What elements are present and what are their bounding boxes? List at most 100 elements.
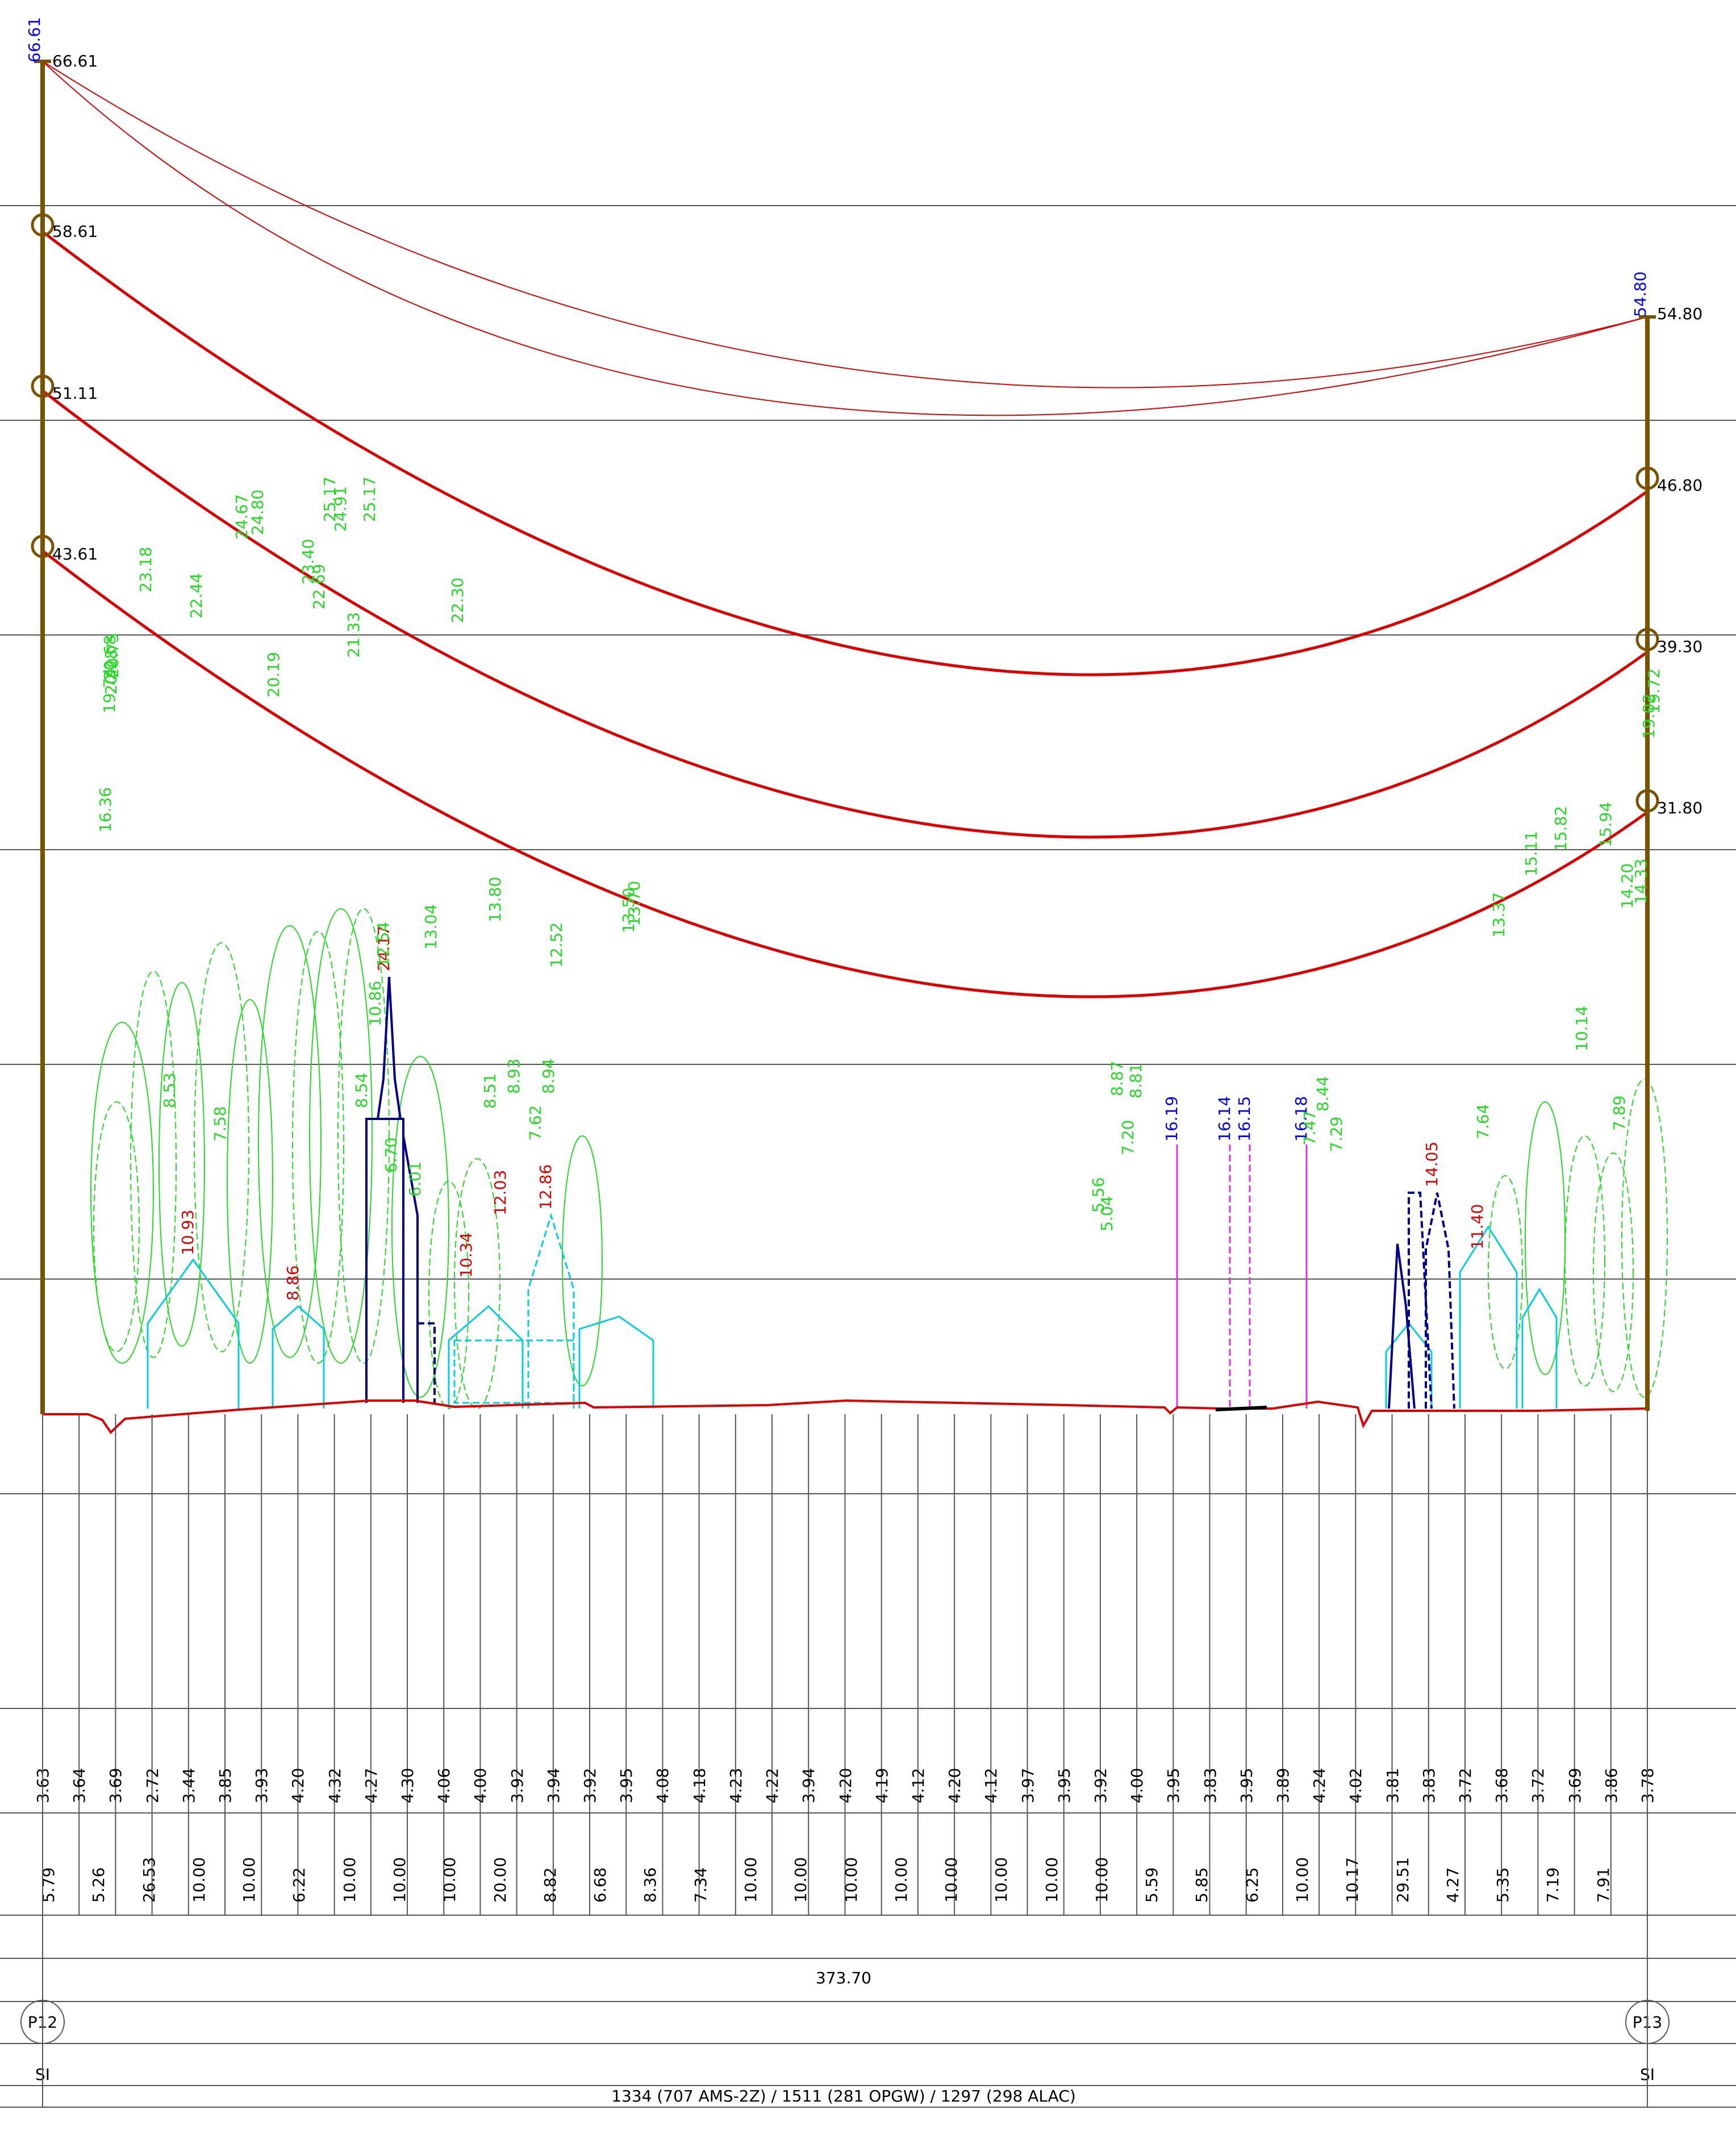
segment-distance: 7.19 bbox=[1543, 1867, 1562, 1903]
grid bbox=[0, 205, 1736, 2108]
vegetation-label: 15.11 bbox=[1522, 831, 1541, 876]
buildings bbox=[147, 1212, 1558, 1409]
vegetation-label: 7.89 bbox=[1610, 1096, 1629, 1131]
conductor-middle bbox=[41, 390, 1649, 839]
segment-distance: 10.00 bbox=[741, 1857, 760, 1903]
ground-elevation: 3.97 bbox=[1019, 1768, 1037, 1803]
vegetation-label: 8.51 bbox=[481, 1073, 499, 1109]
ground-elevation: 3.83 bbox=[1420, 1768, 1438, 1803]
ground-elevation: 4.02 bbox=[1346, 1768, 1365, 1803]
vegetation-label: 5.04 bbox=[1097, 1196, 1116, 1231]
ground-elevation: 4.00 bbox=[471, 1768, 490, 1803]
vegetation-label: 7.47 bbox=[1300, 1110, 1319, 1146]
ground-profile bbox=[43, 1399, 1648, 1435]
segment-distance: 6.68 bbox=[591, 1867, 610, 1903]
vegetation-label: 22.30 bbox=[448, 578, 467, 623]
station-ticks bbox=[42, 1414, 1648, 1915]
ground-elevation: 3.92 bbox=[581, 1768, 599, 1803]
vegetation-label: 24.80 bbox=[248, 490, 267, 535]
vegetation-label: 13.80 bbox=[486, 877, 504, 922]
ground-elevation: 4.12 bbox=[909, 1768, 928, 1803]
segment-distance: 20.00 bbox=[491, 1857, 510, 1903]
ground-elevation: 3.92 bbox=[1091, 1768, 1110, 1803]
ground-elevation: 3.95 bbox=[1164, 1768, 1183, 1803]
vegetation-label: 7.58 bbox=[211, 1106, 229, 1142]
ground-elevation: 3.64 bbox=[70, 1768, 89, 1803]
ground-elevation: 3.86 bbox=[1602, 1768, 1621, 1803]
vegetation-label: 8.44 bbox=[1313, 1076, 1332, 1112]
conductor-lower bbox=[41, 550, 1649, 998]
ground-black-segment bbox=[1215, 1406, 1267, 1411]
conductor-info: 1334 (707 AMS-2Z) / 1511 (281 OPGW) / 12… bbox=[611, 2087, 1076, 2105]
clearance-label: 10.93 bbox=[178, 1210, 197, 1255]
ground-elevation: 3.72 bbox=[1456, 1768, 1475, 1803]
segment-distance: 7.34 bbox=[691, 1867, 710, 1903]
ground-elevation: 3.94 bbox=[544, 1768, 563, 1803]
segment-distance: 7.91 bbox=[1594, 1867, 1613, 1903]
segment-distance: 10.00 bbox=[190, 1857, 208, 1903]
vegetation-label: 8.54 bbox=[352, 1073, 371, 1108]
ground-elevation: 3.92 bbox=[508, 1768, 527, 1803]
ground-elevation: 4.19 bbox=[873, 1768, 891, 1803]
segment-distance: 10.00 bbox=[791, 1857, 810, 1903]
ground-elevation: 3.95 bbox=[1237, 1768, 1256, 1803]
vegetation-label: 12.52 bbox=[547, 922, 566, 968]
ground-elevation: 3.95 bbox=[617, 1768, 636, 1803]
segment-distance: 29.51 bbox=[1393, 1857, 1412, 1903]
left-top-height-vertical: 66.61 bbox=[25, 17, 44, 62]
clearance-label: 24.17 bbox=[374, 926, 393, 971]
vegetation-label: 10.86 bbox=[366, 981, 385, 1026]
vegetation-label: 20.28 bbox=[102, 649, 120, 695]
clearance-label: 11.40 bbox=[1468, 1204, 1487, 1250]
vegetation-label: 24.91 bbox=[331, 486, 350, 532]
segment-distance: 5.35 bbox=[1493, 1867, 1512, 1903]
phase-conductors bbox=[41, 231, 1649, 998]
clearance-label: 10.34 bbox=[457, 1232, 475, 1278]
right-top-height: 54.80 bbox=[1657, 304, 1702, 323]
segment-distance: 10.17 bbox=[1343, 1857, 1362, 1903]
ground-elevation: 3.93 bbox=[252, 1768, 271, 1803]
ground-elevation: 4.30 bbox=[398, 1768, 417, 1803]
vegetation-label: 21.33 bbox=[344, 612, 363, 658]
ground-elevation: 4.06 bbox=[435, 1768, 453, 1803]
ground-elevation: 4.20 bbox=[289, 1768, 307, 1803]
crossing-label: 16.18 bbox=[1292, 1096, 1311, 1142]
vegetation-label: 20.68 bbox=[101, 635, 119, 680]
left-attach-1: 58.61 bbox=[52, 222, 98, 241]
segment-distance: 10.00 bbox=[842, 1857, 861, 1903]
vegetation-label: 24.67 bbox=[232, 494, 251, 540]
ground-elevation: 4.00 bbox=[1128, 1768, 1146, 1803]
segment-distance: 10.00 bbox=[1293, 1857, 1312, 1903]
span-length: 373.70 bbox=[816, 1969, 871, 1987]
vegetation-label: 7.64 bbox=[1474, 1104, 1492, 1139]
vegetation-label: 22.44 bbox=[187, 573, 206, 619]
ground-elevation: 4.20 bbox=[945, 1768, 964, 1803]
clearance-label: 8.86 bbox=[283, 1265, 302, 1301]
segment-distance: 6.22 bbox=[290, 1867, 308, 1903]
crossings bbox=[1176, 1144, 1308, 1409]
left-top-height: 66.61 bbox=[52, 52, 98, 70]
ground-elevation: 3.95 bbox=[1055, 1768, 1074, 1803]
ground-elevation-labels: 3.63 3.64 3.69 2.72 3.44 3.85 3.93 4.20 4.32 4.27… bbox=[34, 1768, 1657, 1803]
vegetation-label: 16.36 bbox=[96, 787, 115, 833]
vegetation-label: 10.14 bbox=[1572, 1006, 1591, 1051]
ground-elevation: 3.72 bbox=[1529, 1768, 1547, 1803]
segment-distance: 5.26 bbox=[89, 1867, 108, 1903]
ground-elevation: 3.83 bbox=[1201, 1768, 1220, 1803]
ground-elevation: 3.68 bbox=[1492, 1768, 1511, 1803]
crossing-label: 16.15 bbox=[1235, 1096, 1254, 1142]
ground-elevation: 3.89 bbox=[1274, 1768, 1292, 1803]
tower-poles bbox=[34, 60, 1656, 1414]
vegetation-label: 6.01 bbox=[406, 1161, 424, 1197]
crossing-labels-blue: 16.19 16.14 16.15 16.18 bbox=[1162, 1096, 1311, 1142]
segment-distance: 10.00 bbox=[390, 1857, 409, 1903]
segment-distance-labels: 5.79 5.26 26.53 10.00 10.00 6.22 10.00 10.00 10.… bbox=[39, 1857, 1613, 1903]
crossing-label: 16.19 bbox=[1162, 1096, 1181, 1142]
conductor-upper bbox=[41, 231, 1649, 676]
segment-distance: 5.79 bbox=[39, 1867, 58, 1903]
vegetation-label: 14.33 bbox=[1631, 859, 1650, 904]
ground-elevation: 4.18 bbox=[690, 1768, 709, 1803]
vegetation-label: 15.94 bbox=[1596, 802, 1615, 847]
vegetation-label: 23.40 bbox=[299, 539, 318, 584]
